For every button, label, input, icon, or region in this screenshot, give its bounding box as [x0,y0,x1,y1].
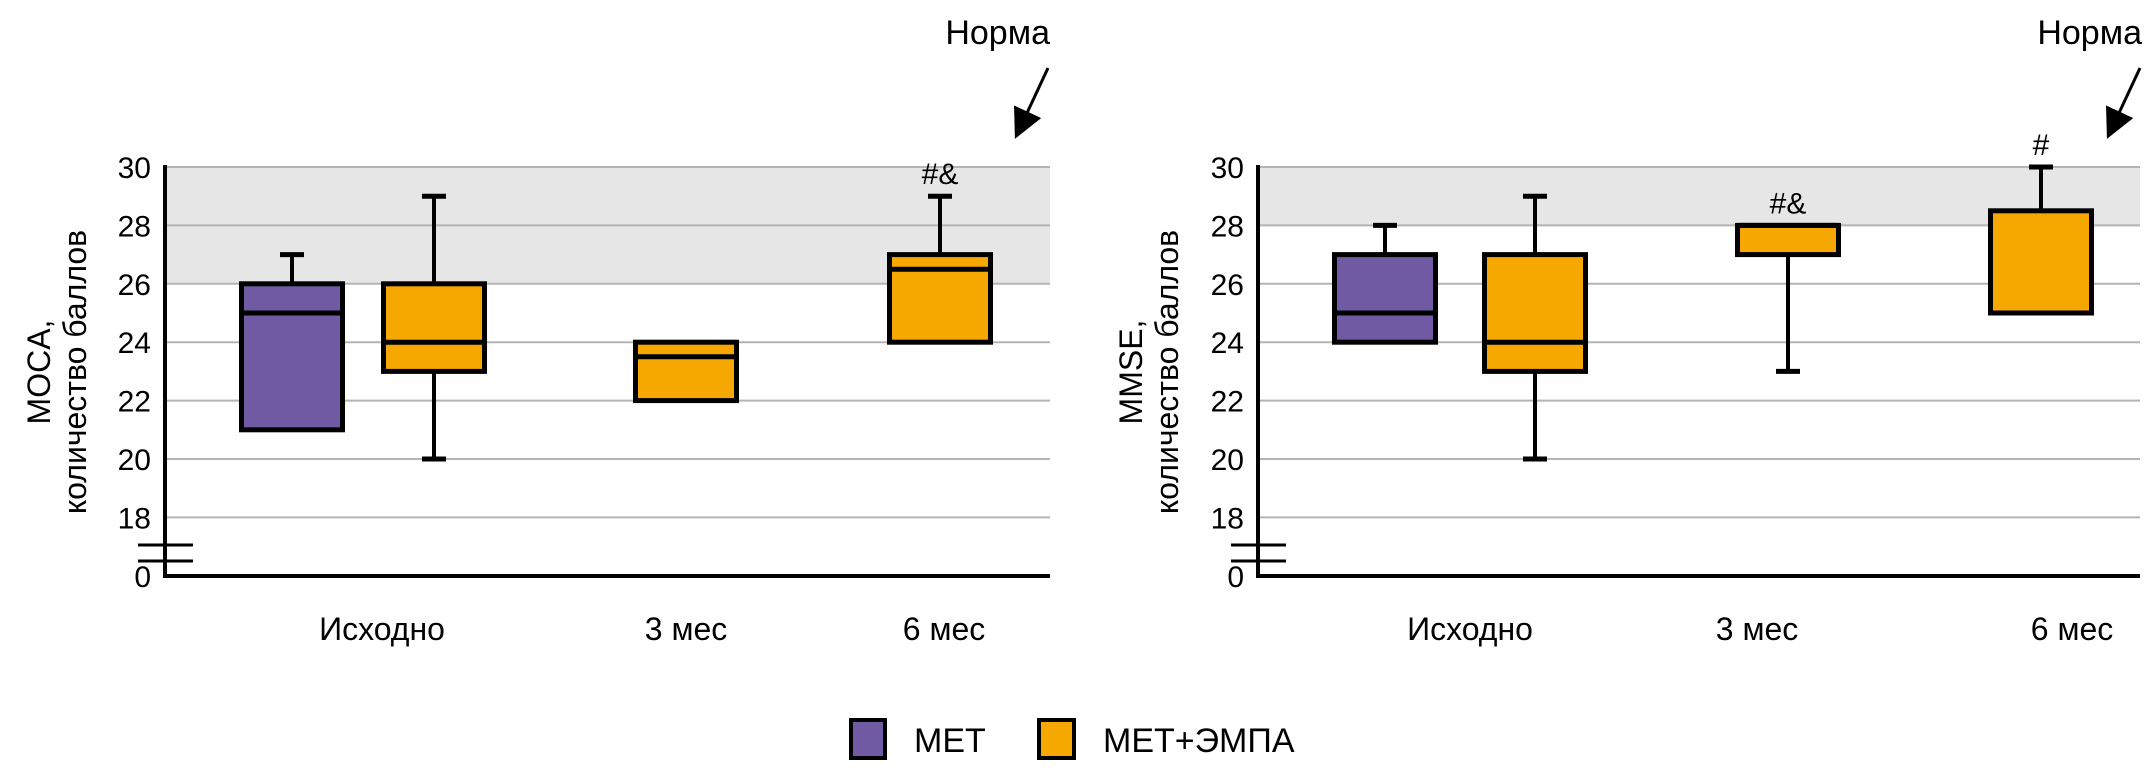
y-axis-label: MOCA, количество баллов [21,230,93,514]
plot-area: 0 18 20 22 24 26 28 30 Исходно 3 мес 6 мес #& # [1211,129,2140,647]
box-body [1988,208,2094,316]
y-tick-label: 18 [1211,502,1244,535]
legend-label-met-empa: МЕТ+ЭМПА [1103,722,1295,760]
significance-annotation: # [2033,129,2050,162]
x-tick-label: 6 мес [2031,611,2113,647]
y-axis-label: MMSE, количество баллов [1113,230,1185,514]
y-tick-label: 24 [118,327,151,360]
box-body [1735,222,1841,258]
box-body [1332,252,1438,345]
norma-label: Норма [945,14,1050,52]
y-tick-label: 24 [1211,327,1244,360]
y-tick-label: 22 [118,386,151,419]
norma-arrow [2106,67,2142,139]
box-met-empa [381,193,487,462]
box-met-empa [633,339,739,404]
x-tick-label: Исходно [319,611,445,647]
y-axis-label-line2: количество баллов [1149,230,1185,514]
mmse-chart: 0 18 20 22 24 26 28 30 Исходно 3 мес 6 мес #& # Норм… [1113,14,2142,647]
box-met [239,252,345,433]
y-axis-label-line1: MOCA, [21,320,57,425]
legend-swatch-met-empa [1037,718,1076,760]
y-tick-label: 30 [1211,152,1244,185]
box-body [1482,252,1588,374]
significance-annotation: #& [922,158,959,191]
box-body [239,281,345,433]
y-tick-label: 22 [1211,386,1244,419]
x-tick-label: 3 мес [1716,611,1798,647]
box-met-empa: #& [887,158,993,345]
box-body [381,281,487,374]
y-tick-label: 0 [134,561,151,594]
y-tick-label: 28 [118,210,151,243]
legend-label-met: МЕТ [914,722,986,760]
y-tick-label: 0 [1227,561,1244,594]
box-met-empa [1482,193,1588,462]
moca-chart: 0 18 20 22 24 26 28 30 Исходно 3 мес 6 мес #& Норма… [21,14,1050,647]
x-tick-label: 3 мес [645,611,727,647]
y-tick-label: 26 [118,269,151,302]
legend-swatch-met [849,718,887,760]
y-tick-label: 20 [118,444,151,477]
significance-annotation: #& [1770,187,1807,220]
y-tick-label: 30 [118,152,151,185]
y-tick-label: 18 [118,502,151,535]
box-met-empa: #& [1735,187,1841,374]
box-met-empa: # [1988,129,2094,316]
y-tick-label: 26 [1211,269,1244,302]
x-tick-label: 6 мес [903,611,985,647]
y-tick-label: 28 [1211,210,1244,243]
norma-label: Норма [2037,14,2142,52]
norma-arrow [1014,67,1050,139]
box-body [633,339,739,404]
y-tick-label: 20 [1211,444,1244,477]
box-met [1332,222,1438,345]
y-axis-label-line1: MMSE, [1113,320,1149,425]
legend: МЕТ МЕТ+ЭМПА [849,718,1295,760]
y-axis-label-line2: количество баллов [57,230,93,514]
plot-area: 0 18 20 22 24 26 28 30 Исходно 3 мес 6 мес #& [118,152,1050,647]
x-tick-label: Исходно [1407,611,1533,647]
